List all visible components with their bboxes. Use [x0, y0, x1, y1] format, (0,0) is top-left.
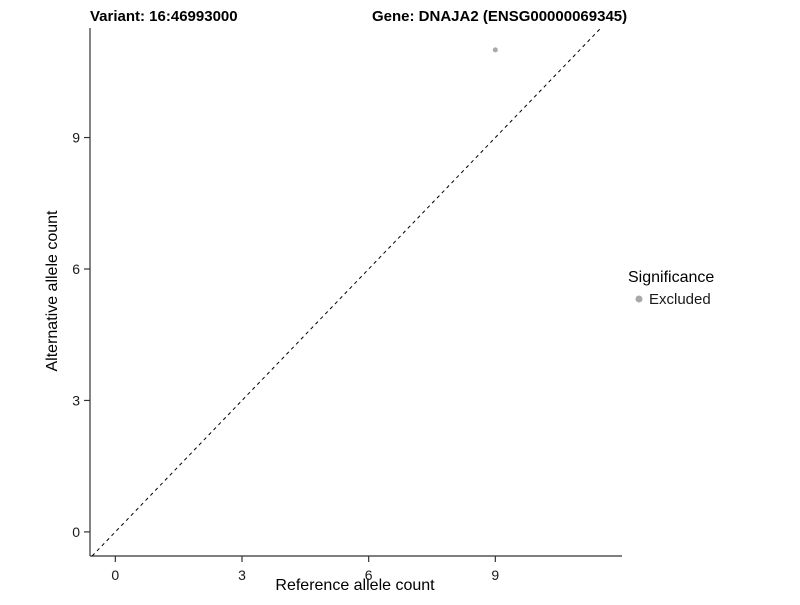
- gene-title: Gene: DNAJA2 (ENSG00000069345): [372, 8, 627, 25]
- legend-excluded-point-icon: [635, 295, 643, 303]
- legend: Significance Excluded: [628, 269, 714, 308]
- y-tick-label: 6: [72, 261, 80, 277]
- y-tick-label: 0: [72, 524, 80, 540]
- identity-reference-line: [91, 27, 602, 557]
- data-layer: [91, 27, 602, 557]
- x-tick-label: 6: [365, 567, 373, 583]
- y-tick-label: 9: [72, 130, 80, 146]
- legend-item-label: Excluded: [649, 291, 711, 308]
- x-axis-title: Reference allele count: [275, 577, 435, 594]
- x-tick-label: 0: [111, 567, 119, 583]
- x-tick-label: 9: [491, 567, 499, 583]
- legend-title: Significance: [628, 269, 714, 286]
- data-point: [492, 47, 498, 53]
- y-tick-label: 3: [72, 392, 80, 408]
- axes-layer: 0 3 6 9 0 3 6 9: [72, 28, 622, 583]
- variant-title: Variant: 16:46993000: [90, 8, 238, 25]
- x-tick-label: 3: [238, 567, 246, 583]
- y-axis-title: Alternative allele count: [44, 210, 61, 372]
